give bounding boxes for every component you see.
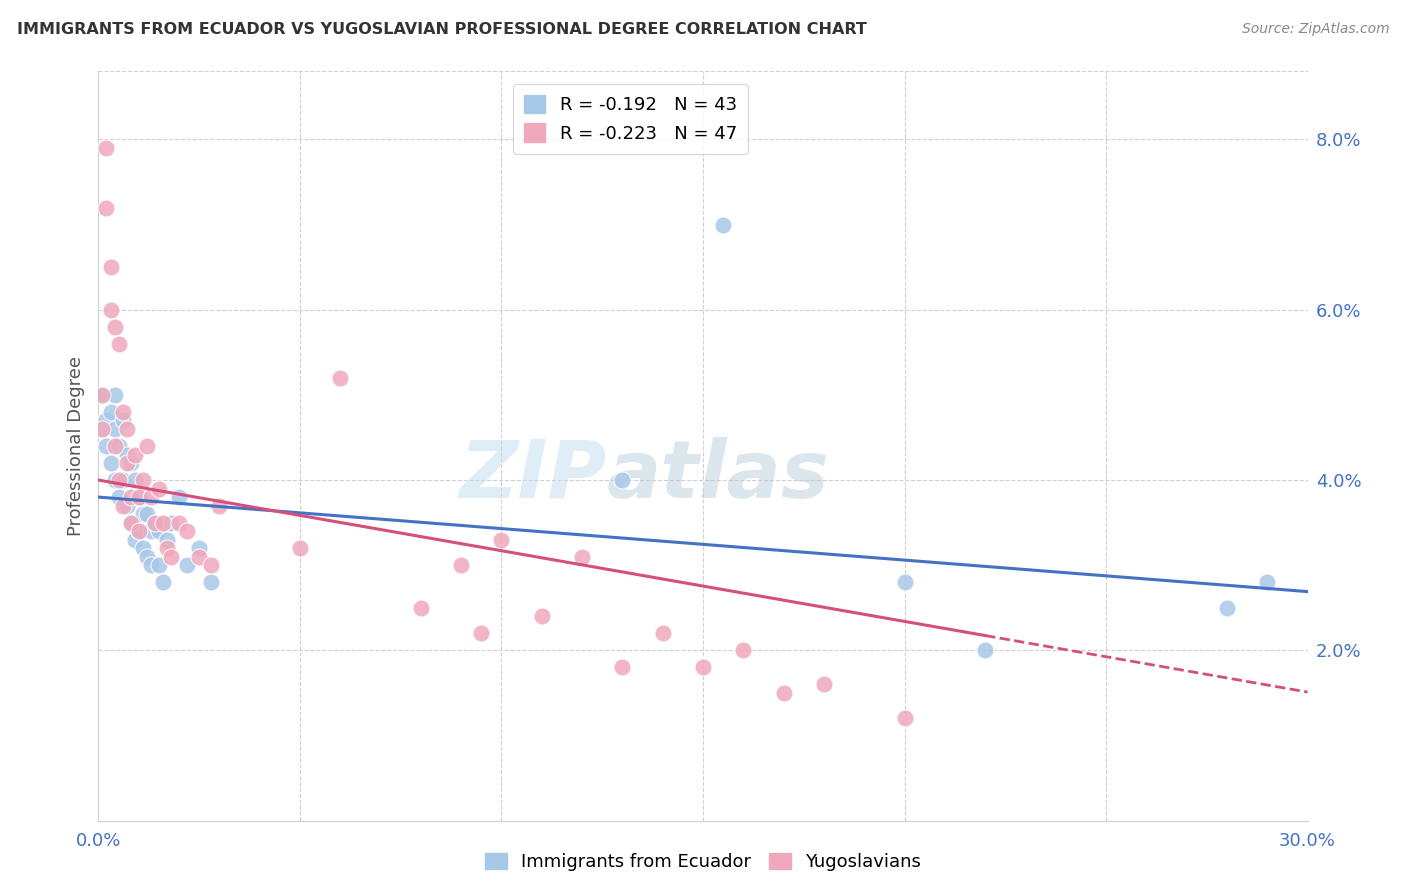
Point: [188, 541, 211, 556]
Point: [470, 626, 492, 640]
Point: [329, 371, 352, 385]
Point: [733, 643, 755, 657]
Point: [409, 600, 432, 615]
Point: [135, 507, 157, 521]
Point: [100, 456, 122, 470]
Point: [103, 388, 125, 402]
Point: [120, 456, 142, 470]
Point: [143, 516, 166, 530]
Point: [128, 490, 150, 504]
Point: [132, 507, 155, 521]
Text: atlas: atlas: [606, 437, 830, 515]
Point: [107, 490, 129, 504]
Point: [167, 490, 190, 504]
Point: [91, 422, 114, 436]
Text: ZIP: ZIP: [458, 437, 606, 515]
Point: [111, 499, 134, 513]
Legend: Immigrants from Ecuador, Yugoslavians: Immigrants from Ecuador, Yugoslavians: [478, 846, 928, 879]
Point: [692, 660, 714, 674]
Point: [139, 524, 162, 538]
Point: [974, 643, 997, 657]
Point: [115, 422, 138, 436]
Point: [176, 558, 198, 573]
Point: [100, 302, 122, 317]
Point: [148, 558, 170, 573]
Point: [107, 439, 129, 453]
Point: [612, 660, 634, 674]
Point: [96, 141, 118, 155]
Point: [651, 626, 673, 640]
Point: [135, 439, 157, 453]
Point: [128, 524, 150, 538]
Point: [103, 473, 125, 487]
Point: [103, 439, 125, 453]
Point: [288, 541, 311, 556]
Legend: R = -0.192   N = 43, R = -0.223   N = 47: R = -0.192 N = 43, R = -0.223 N = 47: [513, 84, 748, 153]
Point: [120, 490, 142, 504]
Point: [132, 473, 155, 487]
Point: [200, 558, 222, 573]
Point: [115, 448, 138, 462]
Point: [160, 549, 183, 564]
Point: [711, 218, 734, 232]
Point: [571, 549, 593, 564]
Point: [91, 388, 114, 402]
Point: [148, 524, 170, 538]
Point: [152, 575, 174, 590]
Point: [139, 558, 162, 573]
Point: [103, 422, 125, 436]
Text: Source: ZipAtlas.com: Source: ZipAtlas.com: [1241, 22, 1389, 37]
Point: [491, 533, 513, 547]
Point: [111, 405, 134, 419]
Point: [96, 413, 118, 427]
Point: [107, 473, 129, 487]
Point: [160, 516, 183, 530]
Point: [103, 319, 125, 334]
Point: [107, 336, 129, 351]
Point: [96, 439, 118, 453]
Point: [893, 711, 915, 725]
Point: [91, 388, 114, 402]
Text: IMMIGRANTS FROM ECUADOR VS YUGOSLAVIAN PROFESSIONAL DEGREE CORRELATION CHART: IMMIGRANTS FROM ECUADOR VS YUGOSLAVIAN P…: [17, 22, 866, 37]
Point: [124, 533, 146, 547]
Point: [893, 575, 915, 590]
Y-axis label: Professional Degree: Professional Degree: [66, 356, 84, 536]
Point: [115, 499, 138, 513]
Point: [139, 490, 162, 504]
Point: [91, 422, 114, 436]
Point: [772, 686, 794, 700]
Point: [530, 609, 553, 624]
Point: [1216, 600, 1239, 615]
Point: [152, 516, 174, 530]
Point: [100, 405, 122, 419]
Point: [156, 541, 179, 556]
Point: [124, 448, 146, 462]
Point: [96, 201, 118, 215]
Point: [120, 516, 142, 530]
Point: [156, 533, 179, 547]
Point: [813, 677, 835, 691]
Point: [124, 473, 146, 487]
Point: [111, 413, 134, 427]
Point: [208, 499, 231, 513]
Point: [111, 473, 134, 487]
Point: [167, 516, 190, 530]
Point: [143, 516, 166, 530]
Point: [612, 473, 634, 487]
Point: [1256, 575, 1278, 590]
Point: [176, 524, 198, 538]
Point: [100, 260, 122, 275]
Point: [128, 524, 150, 538]
Point: [115, 456, 138, 470]
Point: [450, 558, 472, 573]
Point: [200, 575, 222, 590]
Point: [135, 549, 157, 564]
Point: [120, 516, 142, 530]
Point: [132, 541, 155, 556]
Point: [128, 490, 150, 504]
Point: [188, 549, 211, 564]
Point: [148, 482, 170, 496]
